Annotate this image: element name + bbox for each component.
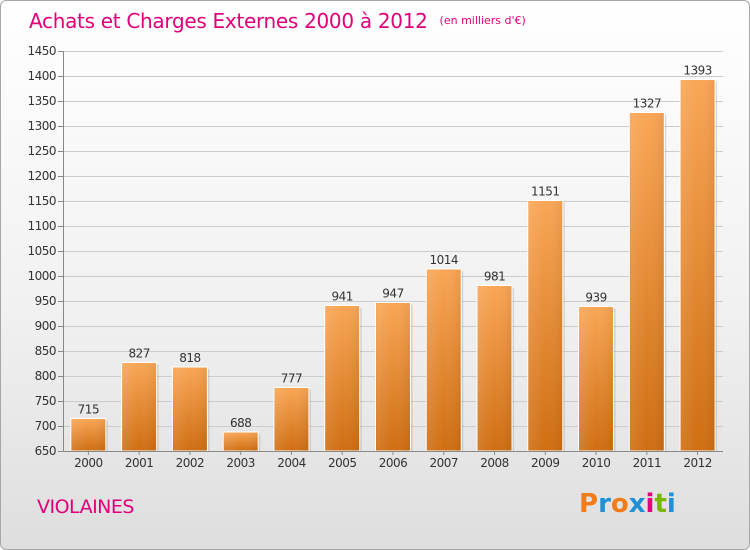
y-tick-label: 1250 bbox=[27, 144, 56, 158]
data-label: 1151 bbox=[531, 185, 560, 199]
bar-shine bbox=[376, 303, 410, 451]
y-tick-label: 1400 bbox=[27, 69, 56, 83]
y-axis: 650 700 750 800 850 900 950 1000 1050 1100 1150 120… bbox=[27, 44, 64, 458]
x-tick-label: 2010 bbox=[582, 456, 611, 470]
chart-subtitle: (en milliers d'€) bbox=[439, 14, 526, 27]
bar-shine bbox=[71, 419, 105, 451]
logo-letter: i bbox=[645, 489, 655, 519]
y-tick-label: 700 bbox=[35, 419, 56, 433]
y-tick-label: 950 bbox=[35, 294, 56, 308]
data-label: 939 bbox=[585, 291, 606, 305]
bar-shine bbox=[478, 286, 512, 451]
x-tick-label: 2001 bbox=[125, 456, 154, 470]
x-tick-label: 2003 bbox=[226, 456, 255, 470]
bar-2003 bbox=[222, 431, 261, 452]
bar-2010 bbox=[578, 306, 616, 452]
y-tick-label: 1300 bbox=[27, 119, 56, 133]
bar-shine bbox=[579, 307, 613, 451]
bar-shine bbox=[681, 80, 715, 451]
data-label: 1393 bbox=[683, 64, 712, 78]
x-axis: 2000 2001 2002 2003 2004 2005 2006 2007 2008 2009… bbox=[63, 451, 723, 470]
data-label: 1327 bbox=[633, 97, 662, 111]
x-tick-label: 2004 bbox=[277, 456, 306, 470]
bar-shine bbox=[122, 363, 156, 451]
y-tick-label: 800 bbox=[35, 369, 56, 383]
x-tick-label: 2006 bbox=[379, 456, 408, 470]
y-tick-label: 650 bbox=[35, 444, 56, 458]
chart-title-text: Achats et Charges Externes 2000 à 2012 bbox=[29, 9, 428, 33]
data-label: 827 bbox=[128, 347, 149, 361]
y-tick-label: 1150 bbox=[27, 194, 56, 208]
logo-letter: o bbox=[610, 489, 629, 519]
bar-shine bbox=[427, 270, 461, 451]
proxiti-logo: Proxiti bbox=[579, 489, 676, 519]
x-tick-label: 2011 bbox=[633, 456, 662, 470]
commune-name: VIOLAINES bbox=[37, 496, 134, 518]
logo-letter: x bbox=[628, 489, 646, 519]
x-tick-label: 2000 bbox=[74, 456, 103, 470]
bars: 715 827 818 688 777 941 947 1014 981 1151 939 1327 1… bbox=[70, 64, 718, 452]
bar-shine bbox=[173, 368, 207, 451]
bar-2004 bbox=[273, 387, 311, 452]
logo-letter: t bbox=[654, 489, 667, 519]
bar-2000 bbox=[70, 418, 108, 452]
data-label: 777 bbox=[281, 372, 302, 386]
bar-shine bbox=[528, 201, 562, 451]
data-label: 688 bbox=[230, 416, 251, 430]
data-label: 818 bbox=[179, 351, 200, 365]
y-tick-label: 1050 bbox=[27, 244, 56, 258]
data-label: 947 bbox=[382, 287, 403, 301]
y-tick-label: 1000 bbox=[27, 269, 56, 283]
logo-letter: r bbox=[598, 489, 611, 519]
y-tick-label: 1200 bbox=[27, 169, 56, 183]
bar-2006 bbox=[375, 302, 413, 452]
bar-2012 bbox=[679, 79, 718, 452]
y-tick-label: 850 bbox=[35, 344, 56, 358]
bar-shine bbox=[274, 388, 308, 451]
data-label: 981 bbox=[484, 270, 505, 284]
bar-shine bbox=[630, 113, 664, 451]
data-label: 715 bbox=[78, 403, 99, 417]
bar-2011 bbox=[628, 112, 667, 452]
x-tick-label: 2012 bbox=[683, 456, 712, 470]
bar-2001 bbox=[121, 362, 159, 452]
y-tick-label: 1350 bbox=[27, 94, 56, 108]
bar-2009 bbox=[527, 200, 565, 452]
data-label: 1014 bbox=[429, 253, 458, 267]
bar-2007 bbox=[425, 268, 464, 452]
x-tick-label: 2002 bbox=[176, 456, 205, 470]
data-label: 941 bbox=[332, 290, 353, 304]
x-tick-label: 2008 bbox=[480, 456, 509, 470]
bar-shine bbox=[224, 433, 258, 451]
bar-2002 bbox=[171, 366, 210, 452]
x-tick-label: 2005 bbox=[328, 456, 357, 470]
y-tick-label: 1450 bbox=[27, 44, 56, 58]
bar-shine bbox=[325, 306, 359, 451]
y-tick-label: 750 bbox=[35, 394, 56, 408]
y-tick-label: 900 bbox=[35, 319, 56, 333]
chart-title: Achats et Charges Externes 2000 à 2012 (e… bbox=[29, 9, 526, 33]
logo-letter: P bbox=[579, 489, 599, 519]
logo-letter: i bbox=[666, 489, 676, 519]
x-tick-label: 2007 bbox=[429, 456, 458, 470]
x-tick-label: 2009 bbox=[531, 456, 560, 470]
y-tick-label: 1100 bbox=[27, 219, 56, 233]
bar-2005 bbox=[324, 305, 362, 452]
bar-2008 bbox=[476, 285, 515, 452]
